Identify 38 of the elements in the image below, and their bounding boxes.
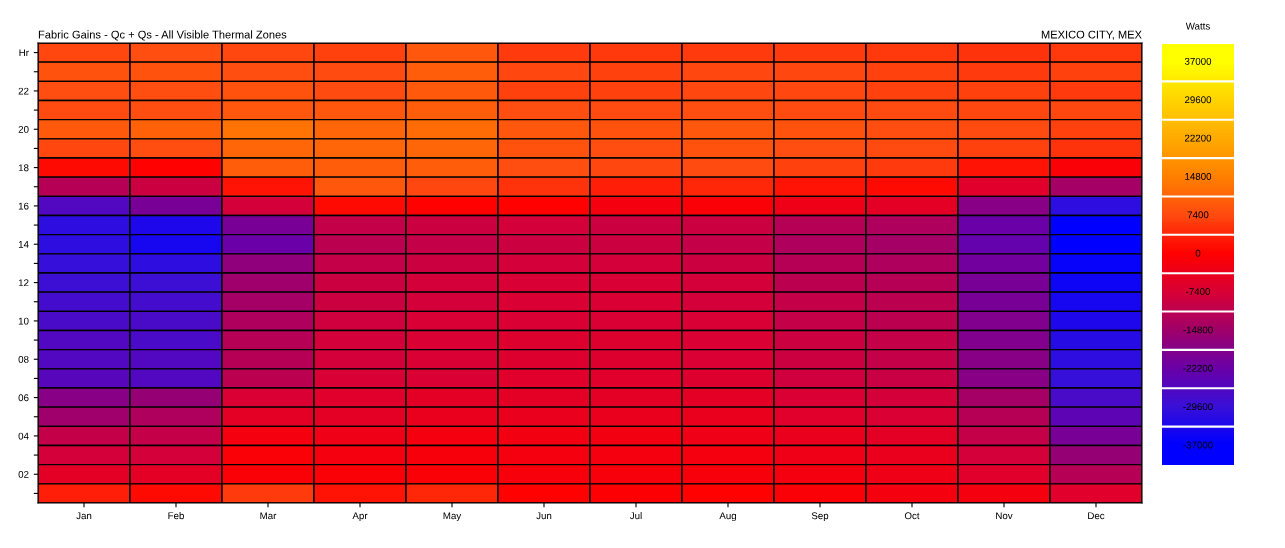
y-tick-label: 14: [18, 241, 29, 248]
color-bar-label: 29600: [1184, 96, 1212, 104]
color-bar-label: -14800: [1183, 326, 1213, 334]
y-tick-label: Hr: [19, 49, 29, 57]
color-bar-label: -29600: [1183, 403, 1213, 411]
x-tick-label: Oct: [904, 512, 920, 520]
y-tick-label: 18: [18, 164, 29, 172]
y-tick-label: 06: [18, 394, 29, 402]
chart-subtitle: MEXICO CITY, MEX: [1041, 30, 1142, 40]
x-tick-label: Jul: [629, 512, 642, 520]
y-tick-label: 04: [18, 432, 29, 440]
y-tick-label: 08: [18, 355, 29, 363]
color-bar-label: 22200: [1184, 134, 1212, 142]
chart-title: Fabric Gains - Qc + Qs - All Visible Thermal Zones: [38, 30, 287, 41]
x-tick-label: Mar: [260, 512, 277, 520]
y-tick-label: 20: [18, 125, 29, 133]
x-tick-label: Sep: [811, 512, 829, 522]
y-tick-label: 02: [18, 470, 29, 478]
y-tick-label: 12: [18, 279, 29, 287]
x-tick-label: May: [443, 512, 462, 522]
color-bar-label: -22200: [1183, 364, 1213, 372]
color-bar-label: 14800: [1185, 173, 1212, 180]
color-bar-title: Watts: [1185, 22, 1210, 30]
color-bar-label: 7400: [1187, 211, 1209, 219]
color-bar-label: 37000: [1184, 57, 1212, 65]
x-tick-label: Nov: [996, 512, 1013, 520]
x-tick-label: Jun: [536, 512, 552, 520]
y-tick-label: 10: [18, 317, 29, 325]
y-tick-label: 22: [18, 87, 29, 95]
color-bar-label: -7400: [1186, 288, 1211, 295]
x-tick-label: Aug: [719, 512, 737, 522]
x-tick-label: Dec: [1088, 512, 1105, 520]
x-tick-label: Jan: [76, 512, 92, 520]
x-tick-label: Feb: [168, 512, 184, 520]
y-tick-label: 16: [18, 202, 29, 210]
color-bar-label: 0: [1195, 249, 1201, 257]
x-tick-label: Apr: [352, 512, 368, 522]
color-bar-label: -37000: [1183, 441, 1213, 449]
